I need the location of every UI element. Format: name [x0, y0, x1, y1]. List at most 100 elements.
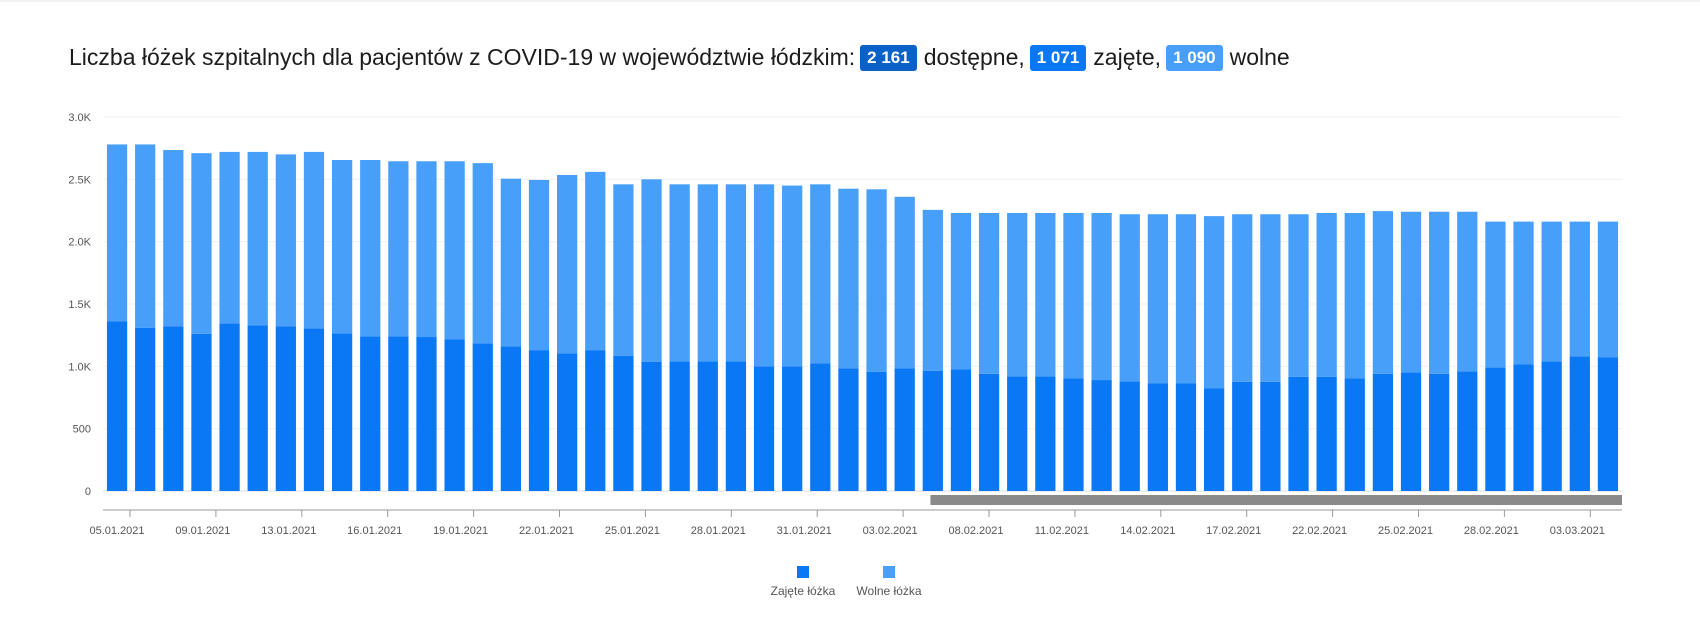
bar-occupied: [275, 326, 296, 491]
bar-free: [331, 160, 353, 334]
bar-occupied: [838, 368, 859, 491]
bar-occupied: [472, 343, 493, 491]
bar-occupied: [585, 350, 606, 491]
x-tick-label: 05.01.2021: [89, 525, 144, 537]
bar-occupied: [1147, 383, 1168, 491]
bar-free: [1035, 212, 1056, 377]
bar-occupied: [866, 371, 887, 491]
bar-occupied: [1203, 388, 1225, 491]
x-tick-label: 17.02.2021: [1206, 525, 1261, 537]
legend-label: Wolne łóżka: [856, 584, 921, 598]
bar-occupied: [1175, 383, 1197, 491]
bar-free: [1147, 214, 1168, 384]
x-tick-label: 16.01.2021: [347, 525, 402, 537]
bar-occupied: [1569, 356, 1590, 491]
bar-occupied: [641, 361, 662, 491]
bar-occupied: [247, 325, 268, 491]
legend-swatch: [797, 566, 809, 578]
bar-occupied: [1541, 361, 1562, 491]
bar-free: [753, 184, 775, 367]
bar-occupied: [1597, 357, 1619, 491]
bar-free: [528, 179, 550, 351]
y-tick-label: 3.0K: [68, 112, 91, 124]
occupied-label: zajęte,: [1093, 44, 1162, 70]
bar-free: [697, 184, 718, 362]
bar-free: [106, 144, 128, 322]
bar-occupied: [303, 328, 325, 491]
bar-occupied: [219, 323, 240, 491]
y-tick-label: 500: [73, 424, 91, 436]
bar-free: [838, 188, 859, 369]
available-count-badge: 2 161: [860, 44, 917, 71]
bar-free: [978, 212, 1000, 374]
bar-occupied: [1063, 378, 1084, 491]
bar-free: [1597, 221, 1619, 358]
x-tick-label: 31.01.2021: [777, 525, 832, 537]
chart-title: Liczba łóżek szpitalnych dla pacjentów z…: [69, 44, 1290, 71]
bar-free: [360, 160, 381, 337]
bar-occupied: [1372, 373, 1394, 491]
bar-occupied: [416, 337, 437, 491]
top-divider: [0, 0, 1700, 2]
range-scrollbar: [930, 495, 1622, 505]
bar-occupied: [1316, 376, 1337, 491]
bar-free: [1175, 214, 1197, 384]
bar-free: [275, 154, 296, 327]
bar-occupied: [1288, 376, 1309, 491]
occupied-count-badge: 1 071: [1029, 44, 1087, 71]
bar-occupied: [978, 373, 1000, 491]
bar-occupied: [1119, 381, 1140, 491]
bar-free: [950, 212, 972, 370]
bar-occupied: [1400, 372, 1422, 491]
x-tick-label: 08.02.2021: [948, 525, 1003, 537]
free-count-badge: 1 090: [1166, 44, 1223, 71]
x-tick-label: 13.01.2021: [261, 525, 316, 537]
bar-occupied: [388, 336, 409, 491]
x-tick-label: 22.02.2021: [1292, 525, 1347, 537]
x-tick-label: 11.02.2021: [1035, 525, 1089, 537]
x-tick-label: 25.01.2021: [605, 525, 660, 537]
bar-occupied: [500, 346, 522, 491]
bar-free: [500, 178, 522, 347]
bar-occupied: [613, 355, 634, 491]
bar-free: [444, 161, 465, 340]
bar-occupied: [1344, 378, 1365, 491]
bar-free: [1232, 214, 1253, 382]
bar-free: [1288, 214, 1309, 377]
bar-occupied: [1232, 381, 1253, 491]
y-tick-label: 2.0K: [68, 237, 91, 249]
bar-free: [782, 185, 803, 367]
bar-free: [388, 161, 409, 337]
bar-occupied: [360, 336, 381, 491]
bar-free: [1457, 211, 1478, 372]
bar-occupied: [1091, 380, 1112, 491]
bar-free: [585, 171, 606, 351]
bar-free: [416, 161, 437, 338]
available-label: dostępne,: [923, 44, 1025, 70]
bar-occupied: [191, 333, 212, 491]
bar-occupied: [1035, 376, 1056, 491]
bar-free: [1569, 221, 1590, 357]
bar-occupied: [669, 361, 690, 491]
x-tick-label: 22.01.2021: [519, 525, 574, 537]
free-label: wolne: [1229, 44, 1290, 70]
y-tick-label: 0: [85, 486, 91, 498]
bar-free: [1400, 211, 1422, 373]
bar-occupied: [1007, 376, 1028, 491]
bar-occupied: [1429, 373, 1450, 491]
y-tick-label: 1.0K: [68, 361, 91, 373]
bar-occupied: [922, 370, 943, 491]
bar-free: [894, 196, 915, 369]
x-tick-label: 09.01.2021: [175, 525, 230, 537]
bar-free: [557, 174, 578, 354]
title-prefix: Liczba łóżek szpitalnych dla pacjentów z…: [69, 44, 856, 70]
bar-free: [472, 163, 493, 344]
bar-free: [866, 189, 887, 372]
bar-free: [135, 144, 156, 328]
bar-free: [1119, 214, 1140, 382]
bar-free: [641, 179, 662, 362]
bar-occupied: [894, 368, 915, 491]
bar-free: [922, 209, 943, 371]
bar-occupied: [331, 333, 353, 491]
bar-free: [1007, 212, 1028, 377]
